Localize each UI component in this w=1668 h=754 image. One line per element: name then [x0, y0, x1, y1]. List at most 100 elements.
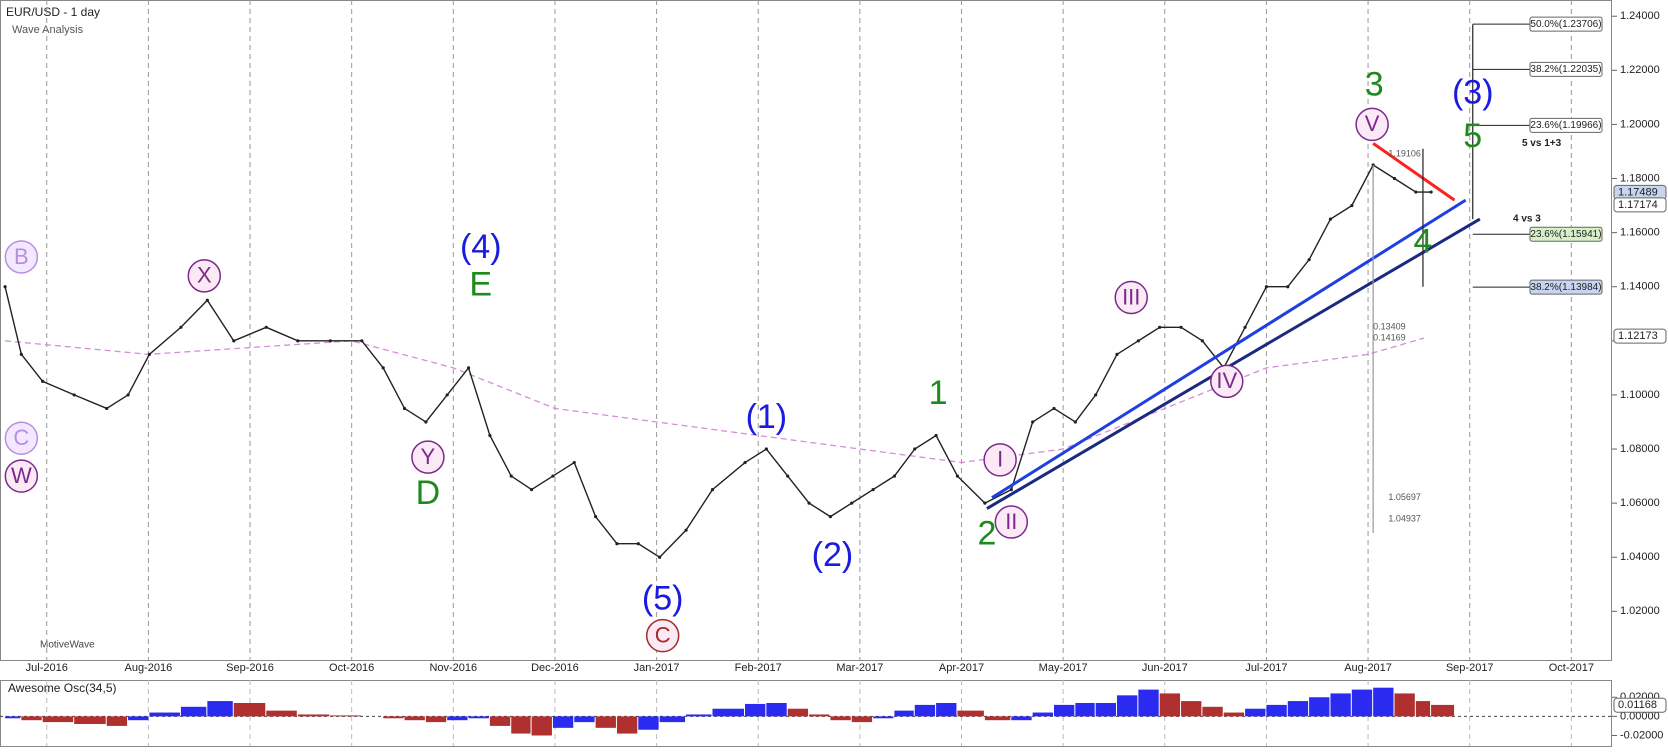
wave-circle	[994, 505, 1029, 539]
osc-bar	[1011, 716, 1032, 721]
price-point	[381, 366, 385, 370]
osc-bar	[383, 716, 404, 719]
price-point	[913, 447, 917, 451]
x-tick-label: Sep-2017	[1446, 662, 1494, 674]
osc-bar	[1202, 706, 1223, 717]
osc-bar	[266, 710, 297, 717]
fib-label: 23.6%(1.19966)	[1530, 120, 1601, 131]
price-marker-label: 1.17174	[1618, 199, 1658, 211]
wave-circle	[983, 443, 1017, 477]
price-marker-box	[1613, 197, 1667, 213]
osc-bar	[638, 716, 659, 730]
osc-bar	[42, 716, 74, 723]
price-point	[1264, 285, 1269, 289]
wave-label: Y	[421, 444, 436, 469]
wave-label: D	[416, 474, 441, 512]
wave-label: (1)	[746, 398, 788, 436]
moving-average	[5, 337, 1425, 464]
price-point	[684, 528, 688, 532]
osc-bar	[207, 701, 233, 717]
osc-bar	[74, 716, 106, 725]
wave-label: B	[14, 244, 29, 269]
osc-bar	[447, 716, 468, 721]
fib-box	[1529, 16, 1603, 32]
price-point	[445, 393, 449, 397]
osc-bar	[425, 716, 447, 723]
wave-label: W	[11, 463, 32, 488]
wave-circle	[4, 240, 39, 274]
wave-label: E	[469, 266, 492, 304]
price-point	[264, 325, 268, 329]
fib-box	[1529, 117, 1603, 133]
x-tick-label: Oct-2016	[329, 662, 374, 674]
osc-bar	[766, 702, 787, 717]
note: 4 vs 3	[1513, 214, 1541, 225]
wave-label: 4	[1413, 222, 1432, 260]
price-point	[1328, 217, 1333, 221]
wave-label: 3	[1365, 66, 1384, 104]
wave-circle	[411, 440, 445, 474]
x-tick-label: Mar-2017	[836, 662, 883, 674]
price-point	[892, 474, 897, 478]
osc-bar	[984, 716, 1011, 721]
y-tick-label: 1.20000	[1620, 118, 1660, 130]
osc-bar	[1117, 695, 1138, 717]
wave-circle	[645, 618, 680, 653]
osc-bar	[1032, 712, 1053, 717]
osc-bar	[531, 716, 552, 736]
price-point	[710, 487, 715, 492]
osc-bar	[1266, 704, 1287, 717]
osc-bar	[330, 715, 361, 717]
y-tick-label: 1.22000	[1620, 64, 1660, 76]
wave-circle	[1355, 107, 1389, 142]
osc-bar	[149, 712, 180, 717]
x-tick-label: Jul-2017	[1245, 662, 1287, 674]
price-point	[743, 460, 747, 465]
osc-title: Awesome Osc(34,5)	[8, 681, 117, 695]
price-point	[615, 542, 619, 546]
wave-label: C	[13, 425, 29, 450]
osc-bar	[511, 716, 531, 734]
osc-bar	[468, 716, 489, 719]
wave-circle	[187, 259, 222, 293]
trendline	[1372, 142, 1456, 202]
price-point	[594, 515, 598, 519]
price-point	[1009, 487, 1013, 492]
osc-bar	[1309, 697, 1330, 717]
price-point	[1073, 420, 1077, 424]
osc-bar	[1138, 689, 1159, 717]
fib-label: 38.2%(1.22035)	[1530, 64, 1601, 75]
osc-bar	[1223, 712, 1245, 717]
y-tick-label: 1.06000	[1620, 497, 1660, 509]
price-panel	[0, 0, 1612, 661]
fib-box	[1529, 226, 1603, 242]
wave-circle	[1114, 280, 1148, 315]
osc-bar	[106, 716, 128, 726]
osc-bar	[180, 706, 207, 717]
price-point	[424, 420, 428, 424]
price-point	[147, 352, 152, 356]
price-point	[1094, 393, 1098, 397]
osc-bar	[574, 716, 595, 723]
wave-label: (5)	[642, 579, 684, 617]
wave-label: 2	[977, 515, 996, 553]
current-box	[1613, 697, 1667, 713]
x-tick-label: Jul-2016	[26, 662, 68, 674]
price-point	[1414, 190, 1418, 194]
price-point	[126, 393, 130, 397]
fib-label: 23.6%(1.15941)	[1530, 229, 1601, 240]
price-point	[1031, 420, 1035, 424]
price-point	[72, 393, 76, 397]
osc-bar	[128, 716, 149, 721]
price-point	[488, 433, 492, 438]
price-point	[1429, 190, 1433, 194]
osc-bar	[616, 716, 638, 734]
x-tick-label: Dec-2016	[531, 662, 579, 674]
price-point	[41, 379, 45, 383]
osc-bar	[873, 716, 894, 719]
price-point	[636, 542, 640, 546]
price-point	[19, 352, 23, 356]
osc-bar	[936, 702, 957, 717]
note: 5 vs 1+3	[1522, 138, 1562, 149]
